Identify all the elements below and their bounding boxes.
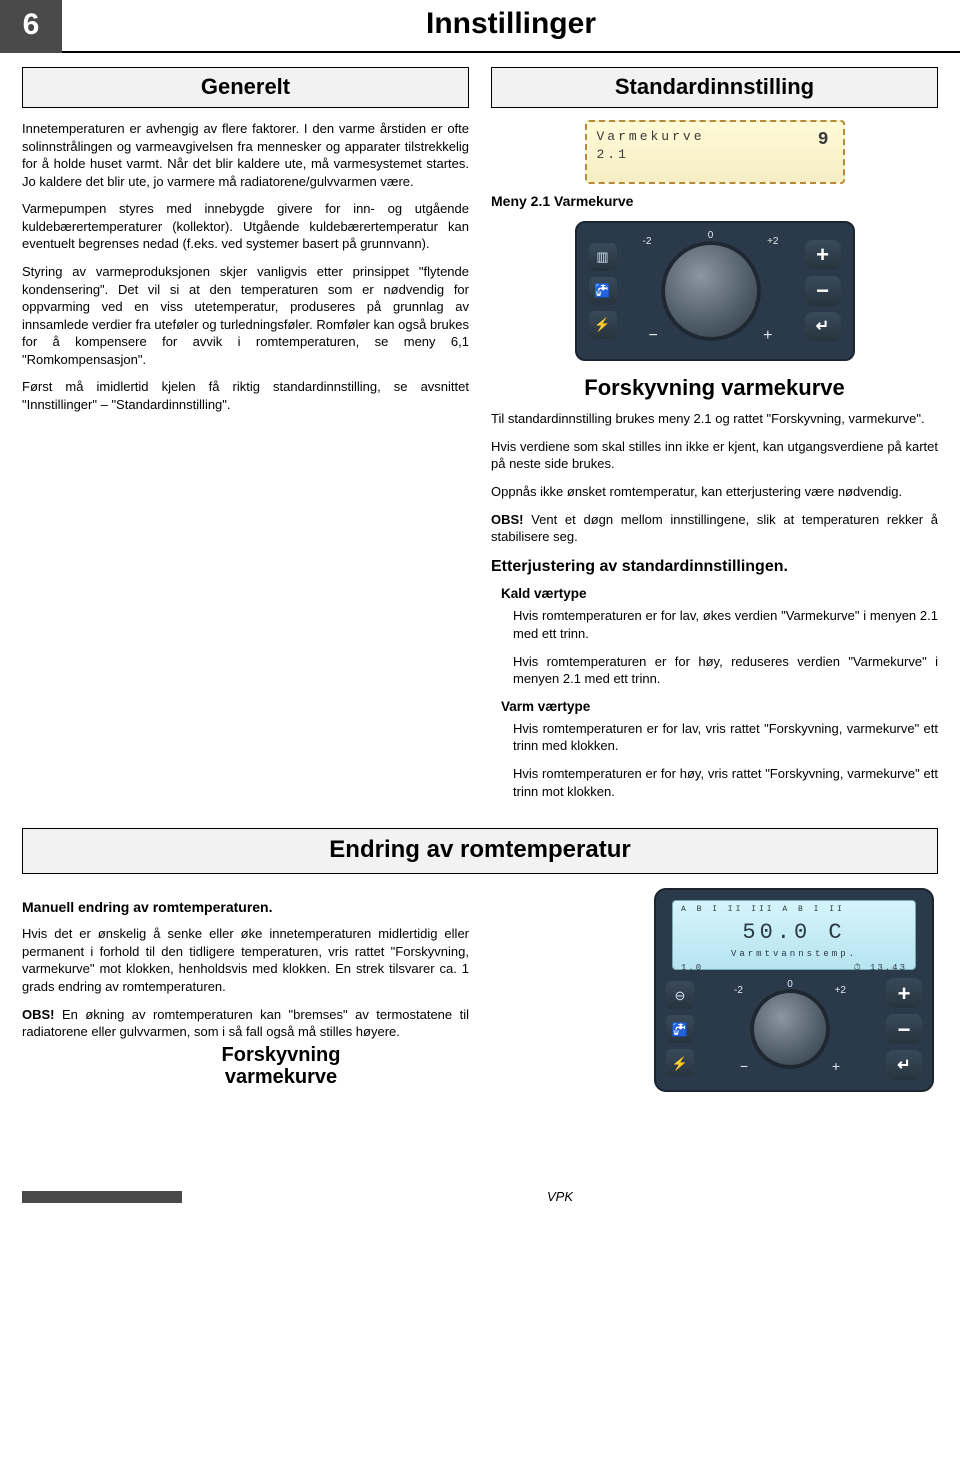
lcd-temperature: 50.0 C xyxy=(681,918,907,948)
forskyvning-label: Forskyvning varmekurve xyxy=(181,1044,381,1088)
para: Innetemperaturen er avhengig av flere fa… xyxy=(22,120,469,190)
heading-varm: Varm værtype xyxy=(491,698,938,716)
device-lcd: A B I II III A B I II 50.0 C Varmtvannst… xyxy=(672,900,916,970)
lcd-value: 9 xyxy=(818,128,829,152)
para: Først må imidlertid kjelen få riktig sta… xyxy=(22,378,469,413)
para: Til standardinnstilling brukes meny 2.1 … xyxy=(491,410,938,428)
lcd-bottom-right: ⏱ 13.43 xyxy=(854,962,907,974)
dial-mark-minus2: -2 xyxy=(734,984,743,998)
footer: VPK xyxy=(22,1188,938,1206)
lcd-mid-label: Varmtvannstemp. xyxy=(681,948,907,960)
minus-button[interactable]: − xyxy=(886,1014,922,1044)
enter-button[interactable] xyxy=(886,1050,922,1080)
plus-button[interactable]: + xyxy=(886,978,922,1008)
page-title: Innstillinger xyxy=(62,0,960,53)
mode-icon: ⊖ xyxy=(666,981,694,1009)
dial-mark-minus: − xyxy=(649,325,658,347)
device-dial-knob[interactable] xyxy=(750,989,830,1069)
dial-panel: ▥ 🚰 ⚡ 0 -2 +2 − + + − xyxy=(575,221,855,361)
dial-knob[interactable] xyxy=(661,241,761,341)
dial-mark-plus: + xyxy=(832,1057,840,1076)
para: Styring av varmeproduksjonen skjer vanli… xyxy=(22,263,469,368)
bolt-icon: ⚡ xyxy=(589,311,617,339)
para: Oppnås ikke ønsket romtemperatur, kan et… xyxy=(491,483,938,501)
para: OBS! OBS! Vent et døgn mellom innstillin… xyxy=(491,511,938,546)
enter-button[interactable] xyxy=(805,312,841,342)
dial-mark-minus: − xyxy=(740,1057,748,1076)
lcd-display: 9 Varmekurve 2.1 xyxy=(585,120,845,184)
para: OBS! En økning av romtemperaturen kan "b… xyxy=(22,1006,469,1041)
tap-icon: 🚰 xyxy=(666,1015,694,1043)
lcd-line2: 2.1 xyxy=(597,146,833,164)
dial-mark-plus: + xyxy=(763,325,772,347)
tap-icon: 🚰 xyxy=(589,277,617,305)
dial-mark-plus2: +2 xyxy=(767,235,778,249)
lcd-line1: Varmekurve xyxy=(597,128,833,146)
heading-standard: Standardinnstilling xyxy=(491,67,938,109)
meny-label: Meny 2.1 Varmekurve xyxy=(491,192,938,211)
para: Varmepumpen styres med innebygde givere … xyxy=(22,200,469,253)
obs-text: Vent et døgn mellom innstillingene, slik… xyxy=(491,512,938,545)
heading-endring: Endring av romtemperatur xyxy=(22,828,938,874)
heading-etterjustering: Etterjustering av standardinnstillingen. xyxy=(491,556,938,578)
lcd-top-icons: A B I II III A B I II xyxy=(681,905,907,916)
heading-kald: Kald værtype xyxy=(491,585,938,603)
dial-mark-0: 0 xyxy=(708,229,714,243)
footer-bar-icon xyxy=(22,1191,182,1203)
page-header: 6 Innstillinger xyxy=(0,0,960,53)
heading-manuell: Manuell endring av romtemperaturen. xyxy=(22,898,469,917)
obs-text-2: En økning av romtemperaturen kan "bremse… xyxy=(22,1007,469,1040)
radiator-icon: ▥ xyxy=(589,243,617,271)
para: Hvis verdiene som skal stilles inn ikke … xyxy=(491,438,938,473)
footer-text: VPK xyxy=(182,1188,938,1206)
heading-generelt: Generelt xyxy=(22,67,469,109)
minus-button[interactable]: − xyxy=(805,276,841,306)
para: Hvis romtemperaturen er for høy, vris ra… xyxy=(491,765,938,800)
para: Hvis det er ønskelig å senke eller øke i… xyxy=(22,925,469,995)
dial-mark-plus2: +2 xyxy=(835,984,846,998)
device-panel: A B I II III A B I II 50.0 C Varmtvannst… xyxy=(654,888,934,1092)
lcd-bottom-left: 1.0 xyxy=(681,962,703,974)
dial-mark-minus2: -2 xyxy=(643,235,652,249)
para: Hvis romtemperaturen er for lav, økes ve… xyxy=(491,607,938,642)
page-number: 6 xyxy=(0,0,62,53)
para: Hvis romtemperaturen er for høy, reduser… xyxy=(491,653,938,688)
subheading-forskyvning: Forskyvning varmekurve xyxy=(491,375,938,400)
para: Hvis romtemperaturen er for lav, vris ra… xyxy=(491,720,938,755)
dial-mark-0: 0 xyxy=(787,978,793,992)
plus-button[interactable]: + xyxy=(805,240,841,270)
bolt-icon: ⚡ xyxy=(666,1049,694,1077)
